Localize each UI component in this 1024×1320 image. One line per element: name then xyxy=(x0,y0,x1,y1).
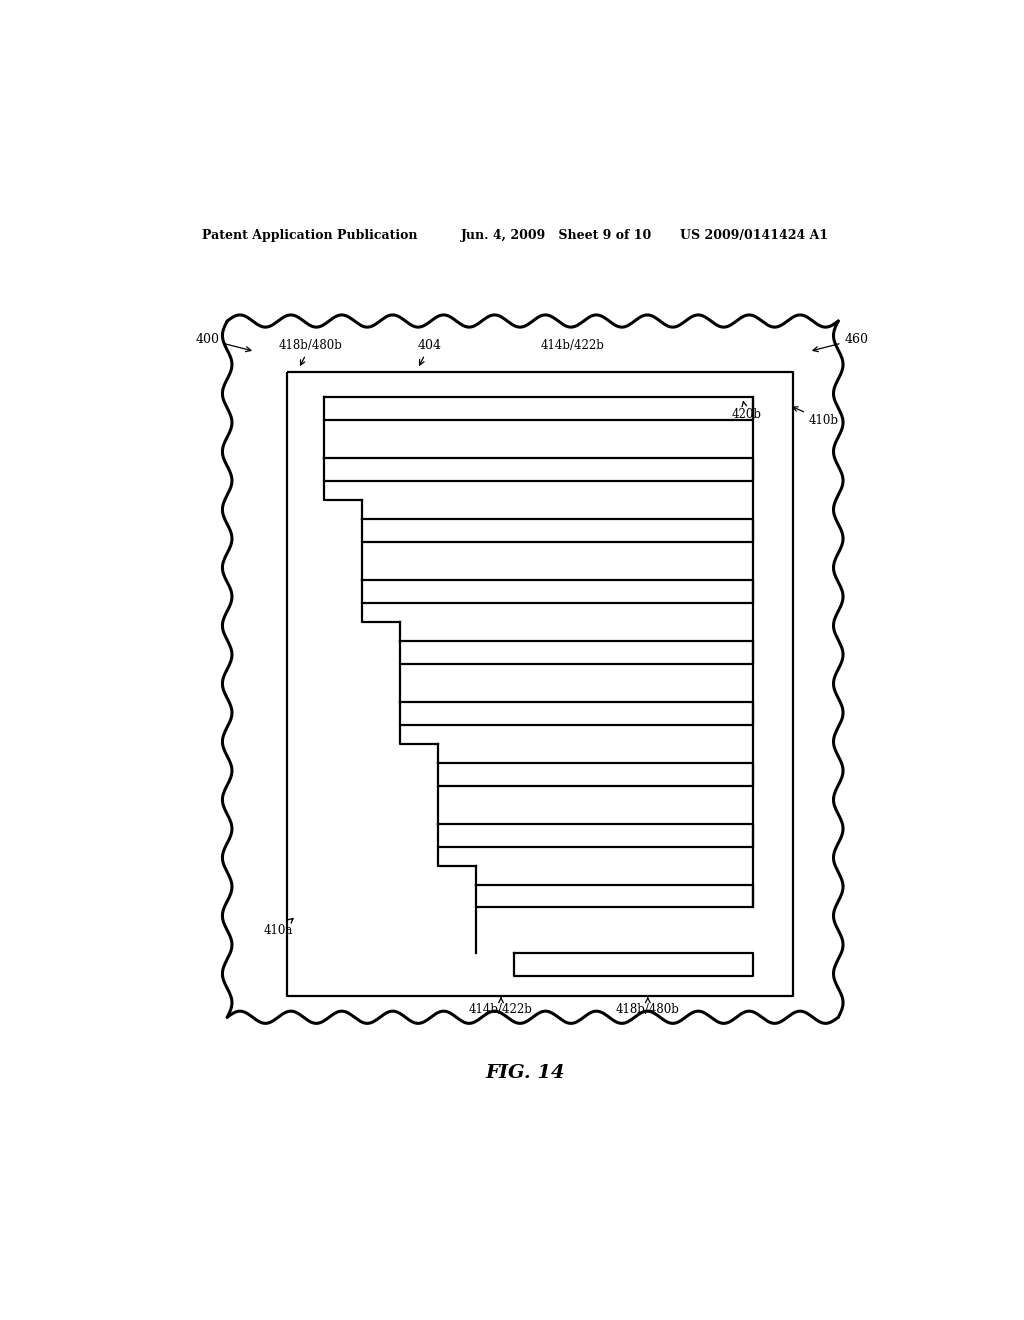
Text: 418b/480b: 418b/480b xyxy=(279,339,342,366)
Text: 400: 400 xyxy=(196,333,251,351)
Text: US 2009/0141424 A1: US 2009/0141424 A1 xyxy=(680,230,827,242)
Text: 418b/480b: 418b/480b xyxy=(615,997,680,1015)
Text: Jun. 4, 2009   Sheet 9 of 10: Jun. 4, 2009 Sheet 9 of 10 xyxy=(461,230,652,242)
Text: 414b/422b: 414b/422b xyxy=(469,997,532,1015)
Text: 404: 404 xyxy=(418,339,441,366)
Text: 410b: 410b xyxy=(793,407,839,428)
Text: FIG. 14: FIG. 14 xyxy=(485,1064,564,1082)
Text: 410a: 410a xyxy=(264,919,294,937)
Text: 414b/422b: 414b/422b xyxy=(541,339,604,352)
Text: 420b: 420b xyxy=(731,401,761,421)
Text: 460: 460 xyxy=(813,333,868,351)
Text: Patent Application Publication: Patent Application Publication xyxy=(202,230,418,242)
